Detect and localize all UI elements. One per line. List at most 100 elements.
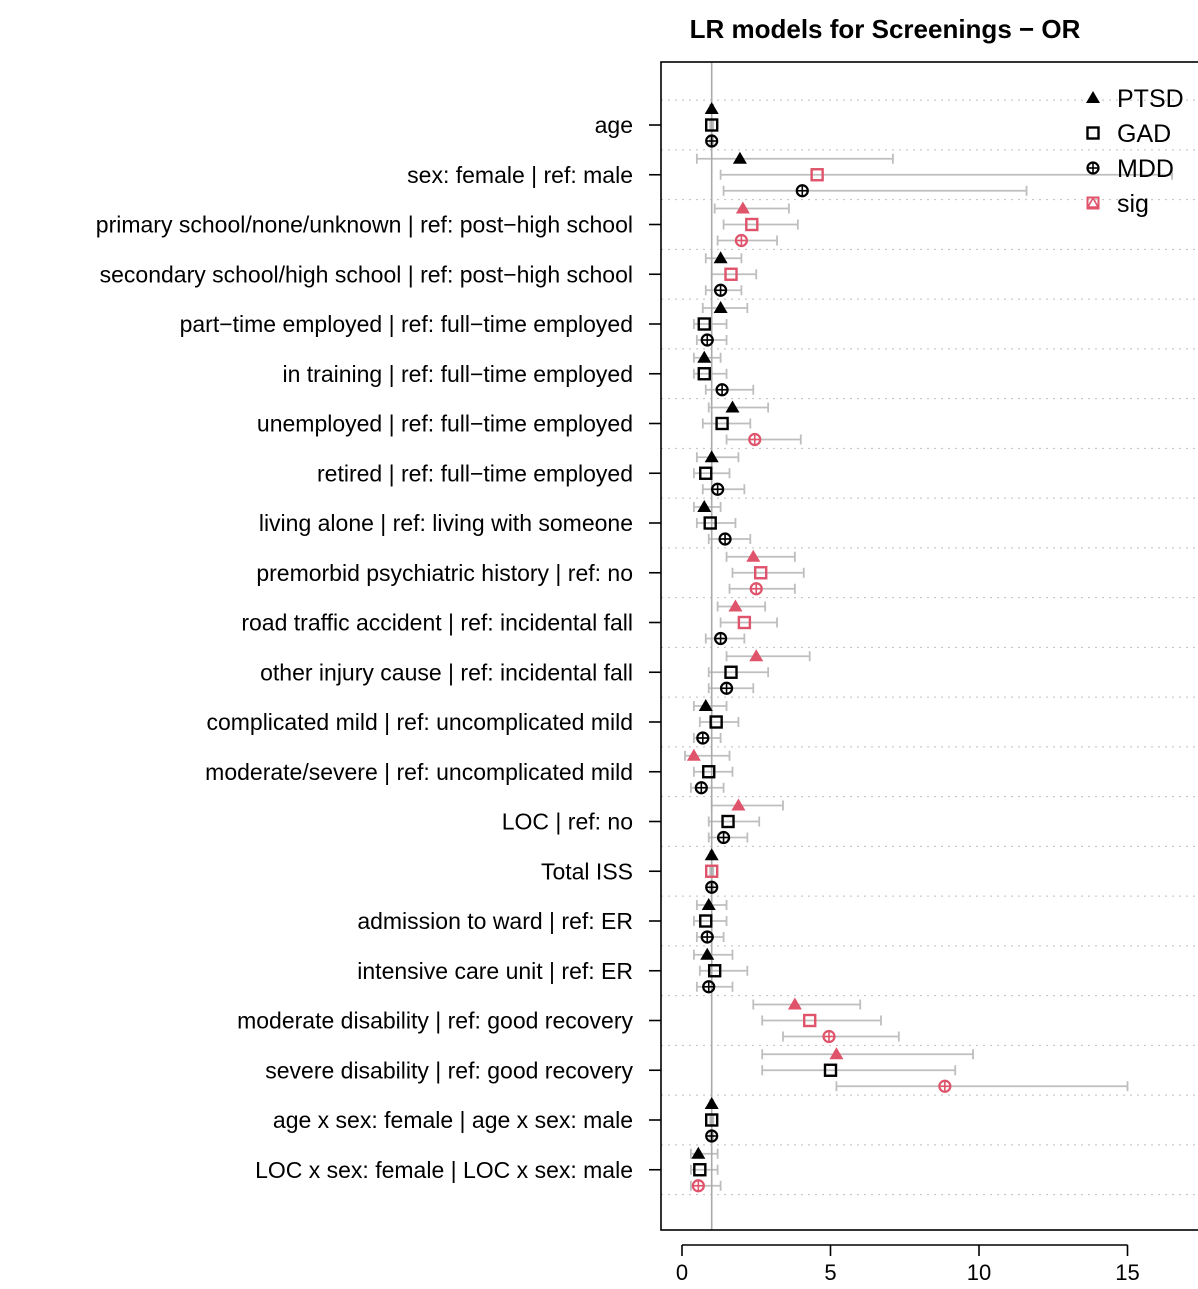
plot-frame <box>660 61 1198 1231</box>
point-gad <box>715 416 729 431</box>
point-mdd <box>705 880 719 894</box>
category-label: unemployed | ref: full−time employed <box>257 411 633 437</box>
point-mdd <box>748 432 762 447</box>
category-label: LOC x sex: female | LOC x sex: male <box>255 1157 633 1183</box>
category-label: other injury cause | ref: incidental fal… <box>260 659 633 685</box>
point-gad <box>724 665 738 679</box>
point-gad <box>705 118 719 132</box>
point-ptsd <box>713 301 728 313</box>
point-ptsd <box>686 748 701 761</box>
category-label: premorbid psychiatric history | ref: no <box>256 560 633 586</box>
point-gad <box>810 168 824 182</box>
point-gad <box>697 317 711 331</box>
point-mdd <box>714 283 728 297</box>
point-ptsd <box>697 350 712 363</box>
point-mdd <box>700 930 714 944</box>
point-ptsd <box>713 251 728 264</box>
point-mdd <box>795 184 809 198</box>
point-ptsd <box>746 549 761 562</box>
point-gad <box>699 466 713 480</box>
point-gad <box>693 1163 707 1177</box>
point-gad <box>705 1113 719 1127</box>
x-axis: 0 5 10 15 <box>676 1244 1140 1285</box>
point-gad <box>697 367 711 381</box>
point-ptsd <box>725 400 740 413</box>
point-ptsd <box>728 599 743 612</box>
point-gad <box>703 516 717 530</box>
legend: PTSD GAD MDD sig <box>1086 85 1184 218</box>
category-label: moderate/severe | ref: uncomplicated mil… <box>205 759 633 785</box>
category-label: moderate disability | ref: good recovery <box>237 1008 633 1034</box>
point-mdd <box>938 1079 952 1093</box>
category-label: secondary school/high school | ref: post… <box>100 261 633 287</box>
legend-label-ptsd: PTSD <box>1117 85 1184 113</box>
point-gad <box>702 765 716 779</box>
category-label: in training | ref: full−time employed <box>282 361 633 387</box>
point-gad <box>721 814 735 829</box>
point-mdd <box>694 781 708 795</box>
point-mdd <box>749 582 763 596</box>
point-ptsd <box>697 500 712 512</box>
point-ptsd <box>749 649 764 662</box>
point-gad <box>699 914 713 928</box>
point-mdd <box>705 1129 719 1143</box>
point-mdd <box>734 233 749 248</box>
x-tick-label: 0 <box>676 1260 688 1284</box>
x-tick-label: 15 <box>1115 1260 1139 1284</box>
point-gad <box>803 1013 817 1028</box>
point-mdd <box>714 631 728 646</box>
category-label: road traffic accident | ref: incidental … <box>241 610 633 636</box>
point-ptsd <box>732 151 747 164</box>
category-label: sex: female | ref: male <box>407 162 633 188</box>
x-tick-label: 5 <box>824 1260 836 1284</box>
category-label: age <box>595 112 633 138</box>
point-ptsd <box>731 798 746 811</box>
category-label: complicated mild | ref: uncomplicated mi… <box>206 709 633 735</box>
point-mdd <box>711 482 725 496</box>
grid-lines <box>661 99 1198 1196</box>
point-gad <box>707 964 722 978</box>
point-ptsd <box>829 1047 844 1060</box>
category-label: retired | ref: full−time employed <box>317 460 633 486</box>
point-ptsd <box>700 947 715 960</box>
category-label: severe disability | ref: good recovery <box>265 1057 633 1083</box>
legend-marker-mdd <box>1086 161 1100 175</box>
legend-label-gad: GAD <box>1117 120 1171 148</box>
legend-label-mdd: MDD <box>1117 155 1174 183</box>
category-label: living alone | ref: living with someone <box>259 510 633 536</box>
point-ptsd <box>787 997 802 1010</box>
point-ptsd <box>691 1146 706 1159</box>
category-label: part−time employed | ref: full−time empl… <box>180 311 633 337</box>
point-mdd <box>716 830 731 845</box>
legend-marker-ptsd <box>1086 91 1100 103</box>
category-label: intensive care unit | ref: ER <box>357 958 633 984</box>
point-mdd <box>822 1029 836 1044</box>
point-mdd <box>696 731 710 745</box>
point-mdd <box>705 134 719 148</box>
point-ptsd <box>701 898 716 910</box>
category-label: admission to ward | ref: ER <box>357 908 633 934</box>
category-label: LOC | ref: no <box>502 809 633 835</box>
point-gad <box>705 864 719 878</box>
chart-title: LR models for Screenings − OR <box>690 14 1081 44</box>
point-mdd <box>718 532 732 546</box>
category-label: Total ISS <box>541 858 633 884</box>
point-ptsd <box>698 699 713 711</box>
point-gad <box>745 217 759 232</box>
point-gad <box>724 267 738 281</box>
category-labels: age sex: female | ref: male primary school… <box>96 112 661 1183</box>
point-ptsd <box>704 848 719 861</box>
point-mdd <box>691 1179 705 1193</box>
legend-marker-gad <box>1086 126 1100 140</box>
point-gad <box>823 1063 838 1077</box>
point-markers <box>686 102 952 1193</box>
point-mdd <box>719 681 734 695</box>
point-mdd <box>700 333 714 347</box>
legend-label-sig: sig <box>1117 190 1149 218</box>
point-mdd <box>702 980 716 994</box>
point-mdd <box>715 383 729 397</box>
point-ptsd <box>704 102 719 114</box>
category-label: age x sex: female | age x sex: male <box>273 1107 633 1133</box>
